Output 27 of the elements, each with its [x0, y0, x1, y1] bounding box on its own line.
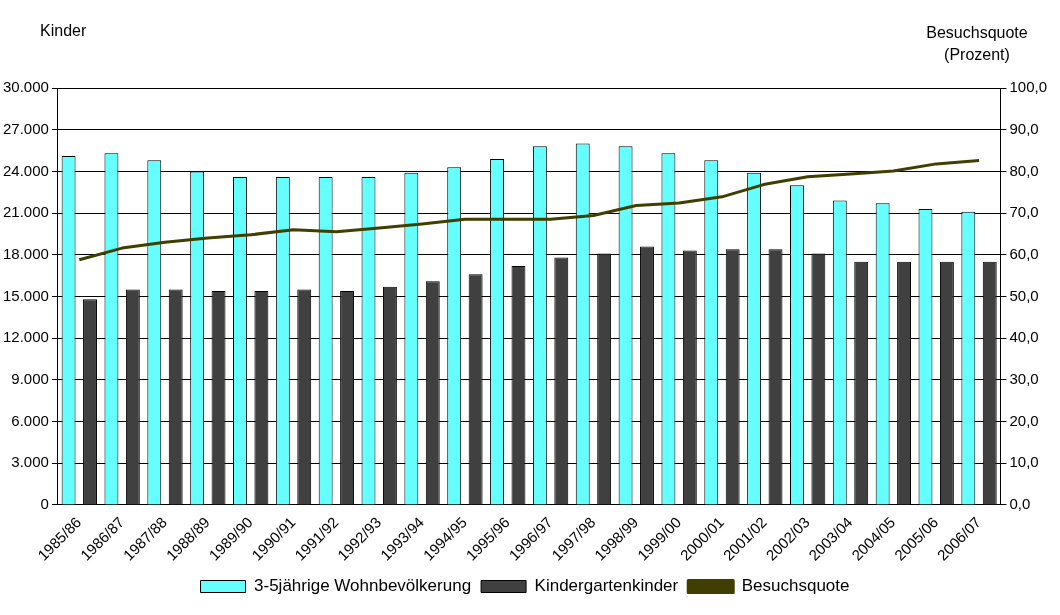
y2-tick-label: 30,0: [1009, 369, 1039, 387]
y-tick-label: 27.000: [2, 119, 49, 137]
y2-tick-label: 10,0: [1009, 453, 1039, 471]
y-tick-label: 24.000: [2, 161, 49, 179]
y2-axis-title: Besuchsquote (Prozent): [925, 23, 1029, 65]
y-tick-label: 12.000: [2, 328, 49, 346]
y-tick-label: 6.000: [11, 411, 49, 429]
y2-tick-label: 60,0: [1009, 244, 1039, 262]
legend-label: Kindergartenkinder: [534, 576, 679, 596]
y2-tick-label: 20,0: [1009, 411, 1039, 429]
y-tick-label: 0: [40, 495, 49, 513]
legend-label: 3-5jährige Wohnbevölkerung: [254, 576, 472, 596]
y-tick-label: 21.000: [2, 203, 49, 221]
y-tick-label: 3.000: [11, 453, 49, 471]
y-axis-title: Kinder: [40, 22, 87, 40]
y-tick-label: 30.000: [2, 78, 49, 96]
y2-tick-label: 90,0: [1009, 119, 1039, 137]
y2-tick-label: 70,0: [1009, 203, 1039, 221]
y-tick-label: 15.000: [2, 286, 49, 304]
y2-tick-label: 40,0: [1009, 328, 1039, 346]
y2-tick-label: 50,0: [1009, 286, 1039, 304]
y2-tick-label: 100,0: [1009, 78, 1048, 96]
y-tick-label: 9.000: [11, 369, 49, 387]
y2-tick-label: 80,0: [1009, 161, 1039, 179]
y-tick-label: 18.000: [2, 244, 49, 262]
legend-label: Besuchsquote: [741, 576, 850, 596]
y2-tick-label: 0,0: [1009, 495, 1031, 513]
